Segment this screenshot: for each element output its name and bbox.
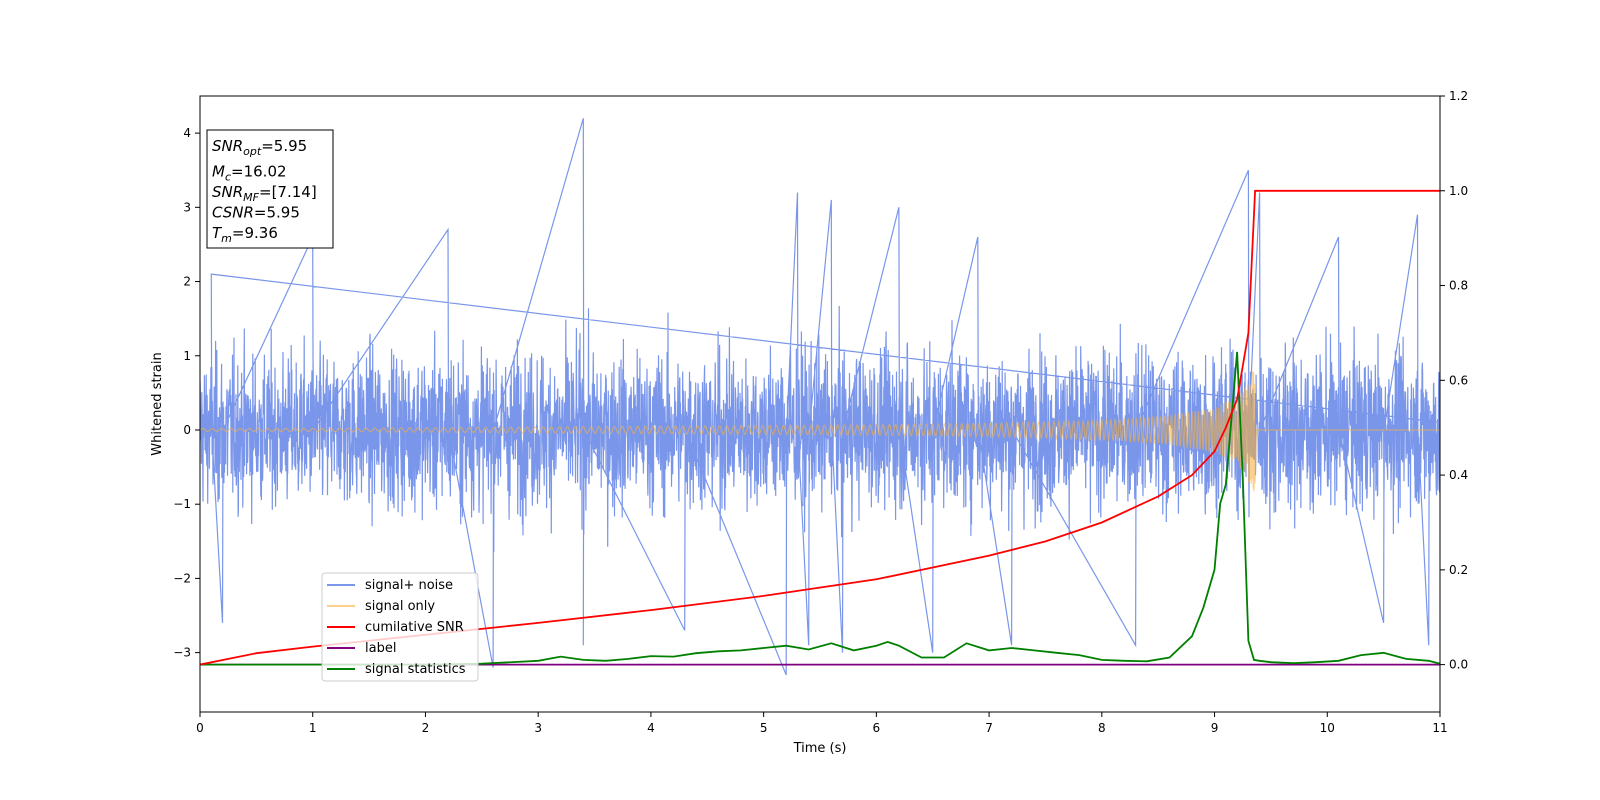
x-tick-label: 5 bbox=[760, 721, 768, 735]
y-axis-label: Whitened strain bbox=[150, 352, 165, 455]
annotation-frame bbox=[206, 129, 334, 249]
annotation-value: =5.95 bbox=[254, 204, 300, 222]
y-tick-label: 4 bbox=[183, 126, 191, 140]
y-tick-label: −1 bbox=[173, 497, 191, 511]
y2-tick-label: 0.4 bbox=[1449, 468, 1468, 482]
annotation-line: Mc=16.02 bbox=[212, 163, 287, 184]
annotation-line: CSNR=5.95 bbox=[212, 204, 300, 222]
y2-tick-label: 1.0 bbox=[1449, 184, 1468, 198]
signal-statistics-series-line bbox=[200, 351, 1440, 666]
legend: signal+ noise signal only cumilative SNR la… bbox=[321, 572, 479, 682]
annotation-line: Tm=9.36 bbox=[212, 224, 278, 245]
annotation-name: SNR bbox=[212, 137, 243, 155]
y-tick-label: 0 bbox=[183, 423, 191, 437]
y-axis-left: 4 3 2 1 0 −1 −2 −3 bbox=[173, 126, 200, 660]
plot-frame bbox=[199, 95, 1441, 713]
x-tick-label: 6 bbox=[873, 721, 881, 735]
annotation-value: =[7.14] bbox=[259, 183, 317, 201]
y2-tick-label: 0.8 bbox=[1449, 279, 1468, 293]
y-tick-label: 1 bbox=[183, 349, 191, 363]
y-tick-label: 3 bbox=[183, 200, 191, 214]
x-axis-label: Time (s) bbox=[793, 741, 847, 756]
legend-label: signal only bbox=[365, 599, 435, 614]
legend-label: cumilative SNR bbox=[365, 620, 464, 635]
legend-label: signal+ noise bbox=[365, 578, 453, 593]
x-tick-label: 1 bbox=[309, 721, 317, 735]
annotation-value: =9.36 bbox=[232, 224, 278, 242]
annotation-subscript: c bbox=[225, 171, 231, 184]
noise-series-line bbox=[200, 118, 1440, 676]
annotation-name: CSNR bbox=[212, 204, 254, 222]
x-tick-label: 0 bbox=[196, 721, 204, 735]
x-tick-label: 9 bbox=[1211, 721, 1219, 735]
x-tick-label: 3 bbox=[534, 721, 542, 735]
annotation-name: M bbox=[212, 163, 225, 181]
x-tick-label: 10 bbox=[1320, 721, 1335, 735]
x-tick-label: 4 bbox=[647, 721, 655, 735]
x-tick-label: 2 bbox=[422, 721, 430, 735]
y-tick-label: −2 bbox=[173, 571, 191, 585]
x-tick-label: 8 bbox=[1098, 721, 1106, 735]
legend-label: signal statistics bbox=[365, 662, 466, 677]
annotation-box: SNRopt=5.95Mc=16.02SNRMF=[7.14]CSNR=5.95… bbox=[206, 129, 334, 249]
annotation-subscript: opt bbox=[243, 145, 262, 158]
x-tick-label: 11 bbox=[1432, 721, 1447, 735]
y-tick-label: 2 bbox=[183, 275, 191, 289]
x-tick-label: 7 bbox=[985, 721, 993, 735]
legend-frame bbox=[321, 572, 479, 682]
legend-label: label bbox=[365, 641, 396, 656]
y2-tick-label: 1.2 bbox=[1449, 89, 1468, 103]
annotation-value: =16.02 bbox=[231, 163, 287, 181]
x-axis: 0 1 2 3 4 5 6 7 8 9 10 11 bbox=[196, 712, 1448, 735]
y-tick-label: −3 bbox=[173, 646, 191, 660]
annotation-subscript: MF bbox=[243, 191, 259, 204]
annotation-line: SNRopt=5.95 bbox=[212, 137, 307, 158]
annotation-name: T bbox=[212, 224, 223, 242]
y2-tick-label: 0.2 bbox=[1449, 563, 1468, 577]
y-axis-right: 0.0 0.2 0.4 0.6 0.8 1.0 1.2 bbox=[1440, 89, 1468, 672]
annotation-subscript: m bbox=[221, 232, 232, 245]
annotation-value: =5.95 bbox=[261, 137, 307, 155]
annotation-line: SNRMF=[7.14] bbox=[212, 183, 317, 204]
annotation-name: SNR bbox=[212, 183, 243, 201]
y2-tick-label: 0.0 bbox=[1449, 658, 1468, 672]
y2-tick-label: 0.6 bbox=[1449, 373, 1468, 387]
